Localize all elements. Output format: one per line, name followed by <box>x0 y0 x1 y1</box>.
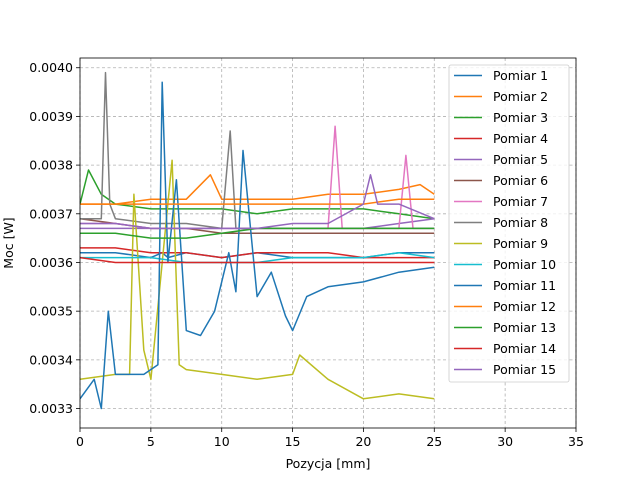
y-tick-label: 0.0035 <box>29 304 73 319</box>
y-tick-label: 0.0036 <box>29 255 73 270</box>
legend-label: Pomiar 13 <box>493 320 556 335</box>
x-tick-label: 25 <box>426 434 442 449</box>
x-axis-label: Pozycja [mm] <box>286 456 371 471</box>
axes-frame <box>79 57 577 429</box>
series-line-pomiar-12 <box>80 198 435 205</box>
series-line-pomiar-15 <box>80 174 435 230</box>
legend-label: Pomiar 15 <box>493 362 556 377</box>
series-layer <box>80 71 435 410</box>
x-tick-label: 10 <box>214 434 230 449</box>
series-line-pomiar-9 <box>80 159 435 400</box>
legend-items: Pomiar 1 Pomiar 2 Pomiar 3 Pomiar 4 Pomiar 5… <box>454 68 556 377</box>
legend-label: Pomiar 3 <box>493 110 548 125</box>
y-tick-label: 0.0038 <box>29 158 73 173</box>
legend-label: Pomiar 8 <box>493 215 548 230</box>
x-tick-label: 20 <box>355 434 371 449</box>
legend-label: Pomiar 10 <box>493 257 556 272</box>
x-axis: 0 5 10 15 20 25 30 35 <box>76 428 584 449</box>
x-tick-label: 0 <box>76 434 84 449</box>
legend-label: Pomiar 9 <box>493 236 548 251</box>
legend-label: Pomiar 14 <box>493 341 556 356</box>
legend-label: Pomiar 6 <box>493 173 548 188</box>
series-line-pomiar-4 <box>80 247 435 259</box>
legend-label: Pomiar 7 <box>493 194 548 209</box>
legend: Pomiar 1 Pomiar 2 Pomiar 3 Pomiar 4 Pomiar 5… <box>448 64 570 383</box>
x-tick-label: 15 <box>285 434 301 449</box>
series-line-pomiar-14 <box>80 256 435 264</box>
x-tick-label: 35 <box>568 434 584 449</box>
x-tick-label: 30 <box>497 434 513 449</box>
y-tick-label: 0.0037 <box>29 206 73 221</box>
legend-label: Pomiar 12 <box>493 299 556 314</box>
legend-label: Pomiar 1 <box>493 68 548 83</box>
legend-label: Pomiar 2 <box>493 89 548 104</box>
legend-box <box>448 64 570 383</box>
legend-label: Pomiar 11 <box>493 278 556 293</box>
y-tick-label: 0.0040 <box>29 60 73 75</box>
y-tick-label: 0.0039 <box>29 109 73 124</box>
y-axis-label: Moc [W] <box>1 217 16 268</box>
series-line-pomiar-11 <box>80 81 435 410</box>
plot-area <box>80 71 435 410</box>
x-tick-label: 5 <box>147 434 155 449</box>
y-tick-label: 0.0034 <box>29 352 73 367</box>
legend-label: Pomiar 4 <box>493 131 548 146</box>
legend-label: Pomiar 5 <box>493 152 548 167</box>
y-tick-label: 0.0033 <box>29 401 73 416</box>
y-axis: 0.0033 0.0034 0.0035 0.0036 0.0037 0.0038 0.00… <box>29 60 80 416</box>
series-line-pomiar-2 <box>80 174 435 205</box>
